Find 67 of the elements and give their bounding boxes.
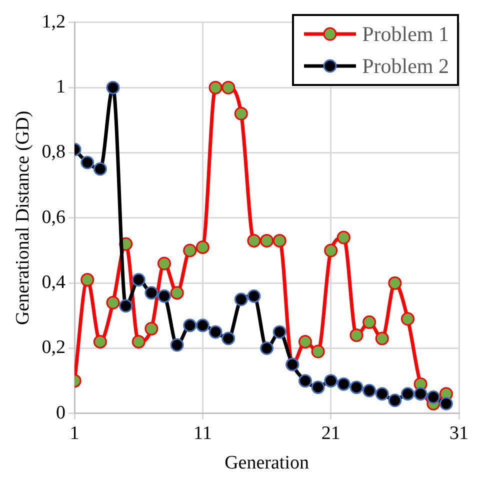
point [93, 334, 107, 348]
point [362, 315, 376, 329]
point [106, 296, 120, 310]
y-tick-label: 0,2 [42, 337, 66, 358]
point [144, 322, 158, 336]
x-axis-title: Generation [224, 452, 310, 474]
point [426, 390, 440, 404]
point [132, 334, 146, 348]
y-tick-label: 0,6 [42, 206, 66, 228]
point [170, 286, 184, 300]
point [324, 374, 338, 388]
point [247, 234, 261, 248]
point [222, 80, 236, 94]
x-tick-label: 11 [194, 422, 212, 444]
point [119, 299, 133, 313]
point [311, 344, 325, 358]
point [222, 332, 236, 346]
y-tick-label: 1 [56, 76, 66, 98]
point [93, 162, 107, 176]
point [106, 80, 120, 94]
point [196, 240, 210, 254]
point [247, 289, 261, 303]
y-tick-label: 1,2 [42, 11, 66, 32]
point [272, 234, 286, 248]
y-axis-title: Generational Distance (GD) [12, 110, 34, 325]
point [132, 273, 146, 287]
x-tick-label: 21 [321, 422, 340, 444]
point [298, 334, 312, 348]
point [336, 377, 350, 391]
point [388, 394, 402, 408]
point [388, 276, 402, 290]
point [80, 156, 94, 170]
y-tick-label: 0 [56, 402, 66, 424]
point [336, 230, 350, 244]
point [208, 325, 222, 339]
point [234, 106, 248, 120]
legend-label: Problem 2 [362, 53, 449, 80]
point [362, 384, 376, 398]
x-tick-label: 31 [450, 422, 468, 444]
point [400, 387, 414, 401]
point [439, 396, 453, 410]
point [298, 374, 312, 388]
point [375, 332, 389, 346]
point [234, 292, 248, 306]
point [260, 341, 274, 355]
y-tick-label: 0,8 [42, 142, 66, 163]
point [183, 244, 197, 258]
point [400, 312, 414, 326]
point [196, 318, 210, 332]
point [350, 328, 364, 342]
point [80, 273, 94, 287]
point [183, 318, 197, 332]
point [158, 289, 172, 303]
y-tick-label: 0,4 [42, 272, 66, 294]
point [350, 380, 364, 394]
point [158, 256, 172, 270]
point [414, 387, 428, 401]
point [311, 380, 325, 394]
point [375, 387, 389, 401]
point [170, 338, 184, 352]
point [260, 234, 274, 248]
point [144, 286, 158, 300]
point [272, 325, 286, 339]
point [324, 244, 338, 258]
x-tick-label: 1 [70, 422, 80, 444]
legend-label: Problem 1 [362, 21, 449, 48]
point [208, 80, 222, 94]
